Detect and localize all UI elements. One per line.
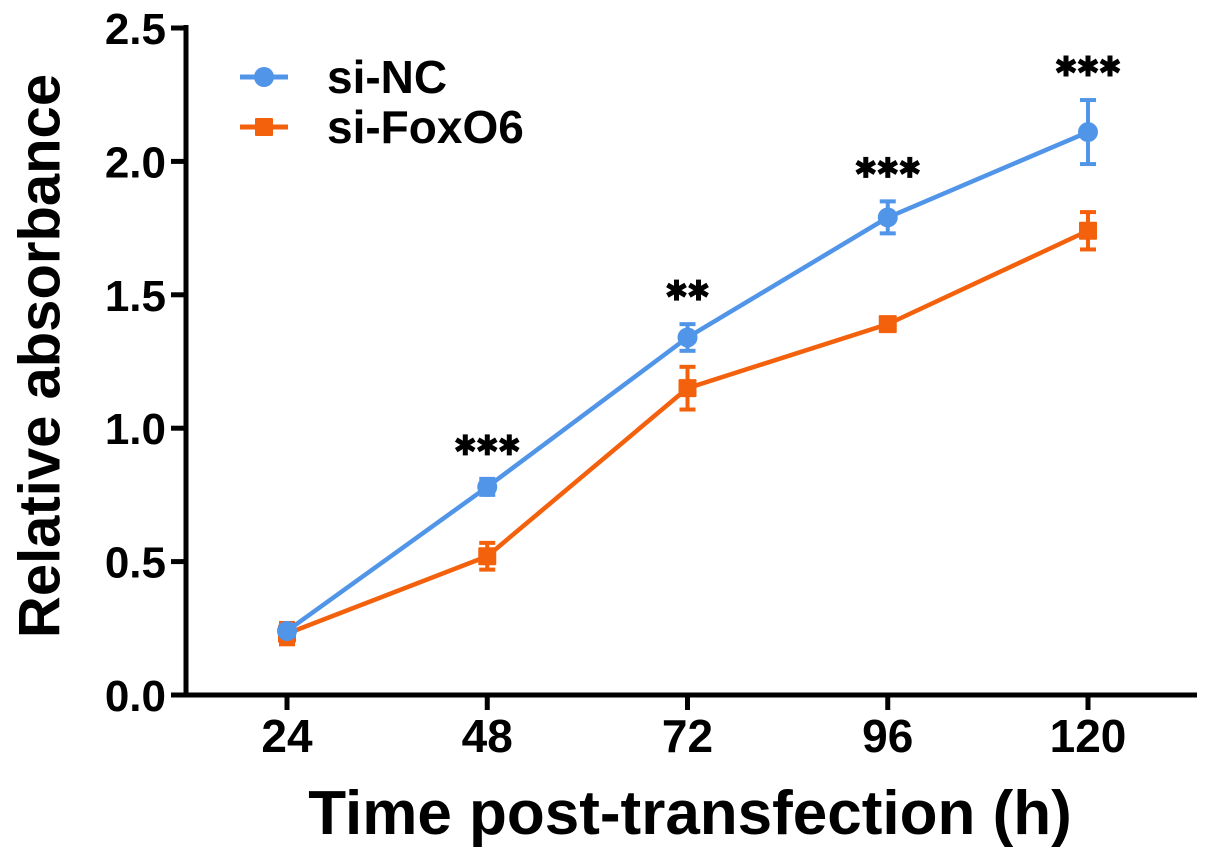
y-tick-label: 2.5 bbox=[105, 5, 166, 54]
marker-circle-si-nc bbox=[477, 476, 498, 497]
star-arm bbox=[498, 437, 520, 453]
marker-square-si-foxo6 bbox=[678, 379, 697, 398]
legend-item-si-nc: si-NC bbox=[240, 54, 524, 100]
legend-label-si-foxo6: si-FoxO6 bbox=[327, 101, 524, 153]
x-tick-label: 72 bbox=[662, 710, 713, 762]
y-tick-label: 1.5 bbox=[105, 272, 166, 321]
si-nc-line-marker-icon bbox=[240, 67, 288, 87]
star-arm bbox=[1077, 58, 1099, 74]
legend: si-NC si-FoxO6 bbox=[240, 54, 524, 154]
star-arm bbox=[877, 160, 899, 175]
legend-item-si-foxo6: si-FoxO6 bbox=[240, 104, 524, 150]
x-tick-label: 96 bbox=[862, 710, 913, 762]
x-tick-label: 48 bbox=[462, 710, 513, 762]
marker-square-si-foxo6 bbox=[1079, 221, 1097, 240]
y-tick-label: 0.0 bbox=[105, 672, 166, 721]
x-tick-label: 120 bbox=[1050, 710, 1127, 762]
y-axis-title: Relative absorbance bbox=[7, 73, 73, 639]
significance-stars bbox=[454, 434, 520, 456]
y-tick-label: 2.0 bbox=[105, 138, 166, 187]
star-arm bbox=[1099, 58, 1121, 74]
star-arm bbox=[454, 437, 476, 453]
marker-circle-si-nc bbox=[877, 207, 898, 228]
marker-circle-si-nc bbox=[277, 620, 297, 641]
marker-circle-si-nc bbox=[677, 327, 698, 348]
star-arm bbox=[688, 282, 709, 298]
si-foxo6-line-marker-icon bbox=[240, 118, 288, 136]
significance-stars bbox=[1055, 55, 1121, 77]
marker-square-si-foxo6 bbox=[878, 315, 897, 334]
star-arm bbox=[855, 160, 877, 175]
y-tick-label: 0.5 bbox=[105, 539, 166, 588]
significance-stars bbox=[666, 279, 709, 301]
star-arm bbox=[1055, 58, 1077, 74]
significance-stars bbox=[855, 156, 921, 178]
x-tick-label: 24 bbox=[261, 710, 313, 762]
x-axis-title: Time post-transfection (h) bbox=[308, 779, 1072, 848]
series-line-si-foxo6 bbox=[286, 228, 1089, 636]
marker-circle-si-nc bbox=[1078, 122, 1098, 143]
star-arm bbox=[666, 282, 687, 298]
star-arm bbox=[476, 437, 498, 453]
legend-label-si-nc: si-NC bbox=[327, 51, 448, 103]
marker-square-si-foxo6 bbox=[478, 547, 497, 566]
y-tick-label: 1.0 bbox=[105, 405, 166, 454]
star-arm bbox=[899, 160, 921, 175]
